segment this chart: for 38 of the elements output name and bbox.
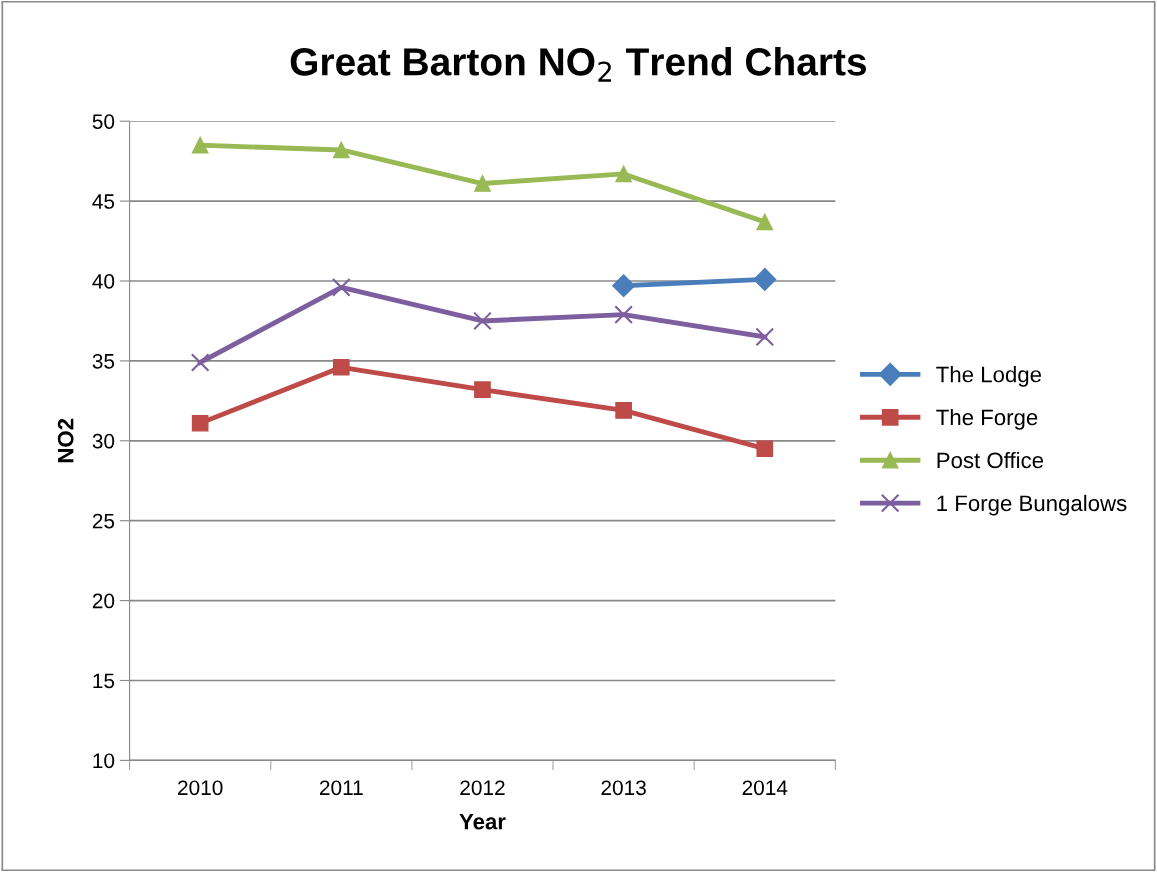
point	[612, 274, 636, 298]
point	[474, 381, 491, 398]
point	[190, 353, 210, 372]
y-tick-label: 20	[92, 593, 115, 609]
point	[615, 402, 632, 419]
legend-label: Post Office	[937, 451, 1044, 469]
y-tick-label: 40	[92, 274, 115, 289]
point	[756, 213, 774, 231]
x-axis-title: Year	[459, 813, 506, 830]
y-tick-label: 25	[92, 513, 115, 529]
y-tick-label: 15	[93, 673, 115, 689]
point	[191, 136, 209, 154]
y-tick-label: 30	[92, 433, 115, 449]
point	[473, 311, 492, 331]
x-tick-label: 2010	[178, 780, 223, 796]
point	[191, 414, 209, 432]
y-axis-title: NO2	[57, 418, 74, 463]
point	[755, 327, 775, 347]
x-tick-label: 2013	[601, 780, 646, 796]
chart-title: Great Barton NO$_{2}$ Trend Charts	[290, 47, 866, 82]
legend-label: 1 Forge Bungalows	[937, 494, 1127, 516]
y-tick-label: 10	[93, 753, 115, 769]
legend-label: The Forge	[936, 408, 1038, 430]
point	[753, 267, 777, 291]
point	[331, 278, 351, 297]
point	[332, 141, 350, 159]
y-tick-label: 35	[92, 353, 115, 369]
x-tick-label: 2011	[319, 780, 363, 796]
point	[756, 440, 774, 458]
point	[615, 165, 632, 183]
y-tick-label: 50	[92, 114, 115, 129]
point	[614, 305, 633, 324]
x-tick-label: 2014	[742, 780, 788, 796]
legend-label: The Lodge	[936, 366, 1042, 387]
x-tick-label: 2012	[460, 780, 505, 796]
point	[332, 358, 350, 376]
point	[474, 175, 491, 192]
y-tick-label: 45	[92, 194, 115, 209]
